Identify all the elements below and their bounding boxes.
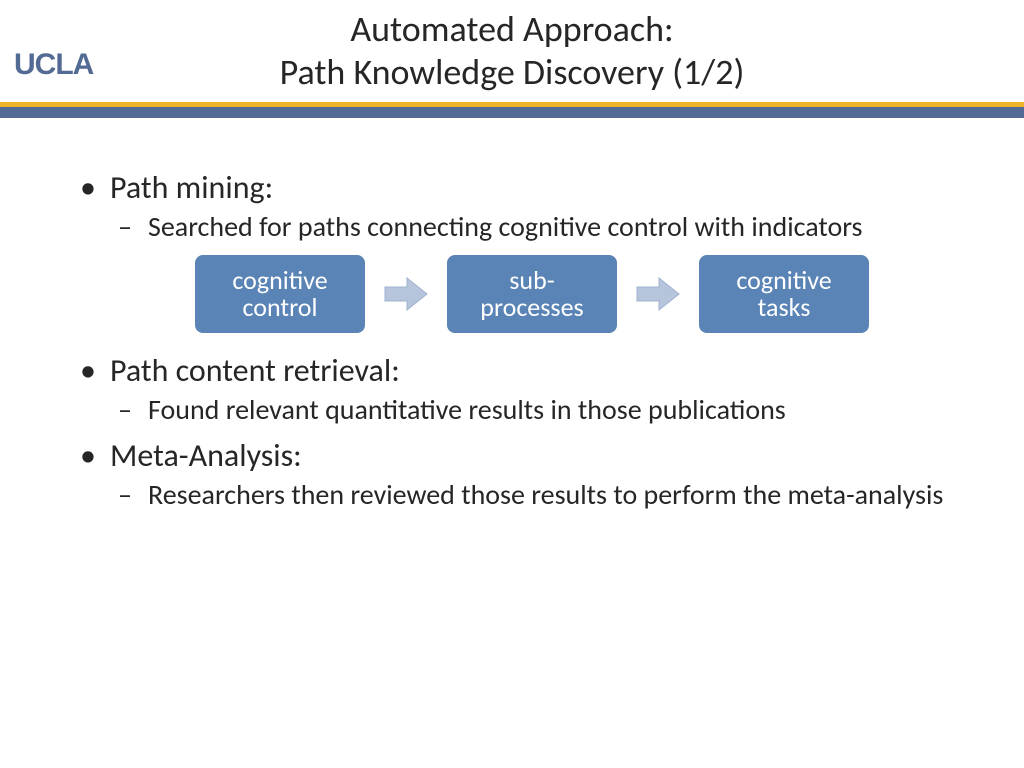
flow-box-text: tasks — [736, 294, 831, 321]
flow-box-sub-processes: sub- processes — [447, 255, 617, 333]
slide-content: Path mining: Searched for paths connecti… — [0, 118, 1024, 512]
bullet-label: Path content retrieval: — [110, 351, 400, 390]
bullet-path-mining: Path mining: Searched for paths connecti… — [70, 168, 954, 333]
bullet-label: Meta-Analysis: — [110, 436, 302, 475]
flow-box-cognitive-tasks: cognitive tasks — [699, 255, 869, 333]
divider-blue — [0, 107, 1024, 118]
arrow-icon — [381, 276, 431, 312]
sub-bullet: Searched for paths connecting cognitive … — [110, 211, 954, 243]
flow-box-text: processes — [480, 294, 583, 321]
slide-title: Automated Approach: Path Knowledge Disco… — [0, 0, 1024, 94]
title-line-1: Automated Approach: — [0, 8, 1024, 51]
bullet-label: Path mining: — [110, 168, 273, 207]
sub-bullet: Found relevant quantitative results in t… — [110, 394, 954, 426]
sub-bullet: Researchers then reviewed those results … — [110, 479, 954, 511]
bullet-path-content-retrieval: Path content retrieval: Found relevant q… — [70, 351, 954, 426]
slide-header: UCLA Automated Approach: Path Knowledge … — [0, 0, 1024, 118]
arrow-icon — [633, 276, 683, 312]
flow-diagram: cognitive control sub- processes — [110, 255, 954, 333]
flow-box-text: cognitive — [736, 267, 831, 294]
title-line-2: Path Knowledge Discovery (1/2) — [0, 51, 1024, 94]
flow-box-text: sub- — [480, 267, 583, 294]
flow-box-cognitive-control: cognitive control — [195, 255, 365, 333]
flow-box-text: control — [232, 294, 327, 321]
bullet-meta-analysis: Meta-Analysis: Researchers then reviewed… — [70, 436, 954, 511]
flow-box-text: cognitive — [232, 267, 327, 294]
ucla-logo: UCLA — [14, 48, 93, 82]
